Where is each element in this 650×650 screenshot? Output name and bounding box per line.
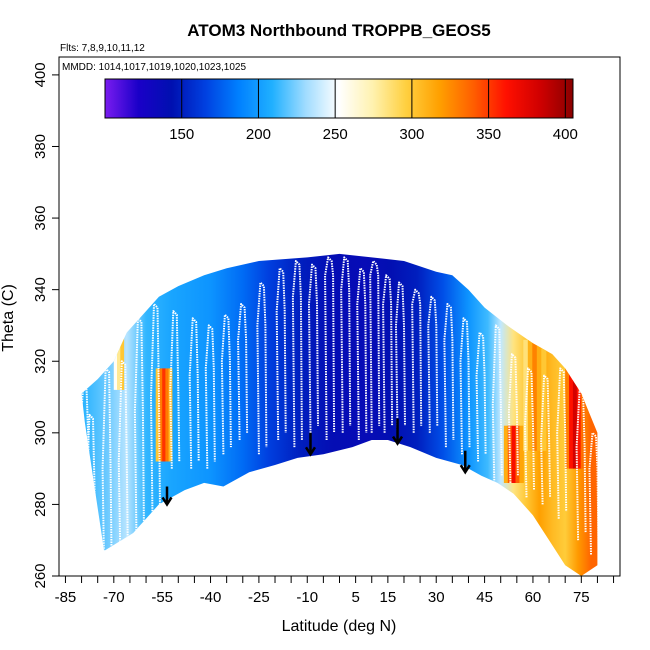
x-axis-label: Latitude (deg N) [282,618,397,635]
hot-patch-cell [541,339,547,451]
profile-trace [101,367,113,569]
hot-patch-cell [569,361,574,469]
colorbar-tick-label: 250 [323,126,348,143]
profile-trace [556,367,568,519]
y-axis-label: Theta (C) [0,284,17,352]
profile-trace [169,310,181,469]
y-tick-label: 340 [32,277,49,302]
y-tick-label: 380 [32,134,49,159]
x-tick-label: -40 [200,589,222,606]
colorbar-ticks: 150 200 250 300 350 400 [169,79,578,143]
profile-trace [459,317,471,455]
y-tick-label: 280 [32,492,49,517]
hot-patch-cell [523,339,529,451]
y-tick-label: 400 [32,62,49,87]
x-tick-label: 75 [573,589,590,606]
hot-patch-cell [162,368,166,462]
profile-trace [491,324,503,483]
profile-trace [369,260,381,433]
down-arrow-head [459,464,471,475]
x-axis: -85 -70 -55 -40 -25 -10 5 15 30 45 60 75 [55,576,615,606]
profile-trace [204,324,216,469]
down-arrow-head [391,435,404,446]
hot-patch-cell [165,368,170,462]
profile-trace [150,303,161,519]
hot-patch-cell [527,339,533,451]
down-arrow [391,418,404,446]
x-tick-label: -10 [296,589,318,606]
profile-trace [427,295,439,433]
hot-patch-cell [155,368,160,462]
chart-title: ATOM3 Northbound TROPPB_GEOS5 [187,21,491,40]
profile-trace [308,263,319,433]
colorbar-tick-label: 400 [553,126,578,143]
profile-trace [133,317,145,534]
hot-patch-cell [158,368,163,462]
profile-trace [340,256,352,433]
profile-trace [540,374,552,505]
colorbar-tick-label: 150 [169,126,194,143]
x-tick-label: 15 [380,589,397,606]
y-axis: 260 280 300 320 340 360 380 400 [32,62,59,589]
x-tick-label: 60 [525,589,542,606]
profile-trace [443,303,455,448]
flights-annotation: Flts: 7,8,9,10,11,12 [60,43,145,54]
colorbar [104,78,574,119]
profile-trace [188,317,200,469]
hot-patch-cell [536,339,542,451]
colorbar-tick-label: 350 [476,126,501,143]
colorbar-tick-label: 200 [246,126,271,143]
down-arrow [161,486,173,507]
y-tick-label: 260 [32,563,49,588]
hot-patch-cell [511,425,517,483]
profile-trace [395,281,406,433]
down-arrow [459,450,471,475]
hot-patch-cell [572,361,578,469]
profile-trace [524,367,535,498]
profile-trace [356,267,368,441]
hot-patch-cell [532,339,538,451]
dates-annotation: MMDD: 1014,1017,1019,1020,1023,1025 [62,62,246,73]
hot-patch-cell [519,425,524,483]
y-tick-label: 300 [32,420,49,445]
colorbar-tick-label: 300 [399,126,424,143]
data-field [81,253,598,576]
x-tick-label: 30 [428,589,445,606]
hot-patch-cell [580,361,586,469]
down-arrow-head [304,446,317,457]
profile-trace [507,353,519,483]
profile-trace [382,274,394,433]
x-tick-label: -25 [248,589,270,606]
y-tick-label: 360 [32,206,49,231]
hot-patch-cell [503,425,509,483]
profile-trace [291,260,303,448]
x-tick-label: -70 [103,589,125,606]
x-tick-label: 5 [351,589,359,606]
profile-trace [324,256,336,441]
profile-trace [220,313,232,455]
profile-trace [237,303,249,441]
profile-trace [117,360,129,555]
x-tick-label: -55 [151,589,173,606]
y-tick-label: 320 [32,349,49,374]
tropopause-profiles [81,256,598,569]
hot-patch-cell [565,361,570,469]
down-arrow-head [161,496,173,507]
arrows [161,418,471,507]
profile-trace [411,288,423,433]
x-tick-label: -85 [55,589,77,606]
hot-patch-cell [113,332,118,390]
down-arrow [304,432,317,457]
hot-patch-cell [117,332,121,390]
x-tick-label: 45 [476,589,493,606]
